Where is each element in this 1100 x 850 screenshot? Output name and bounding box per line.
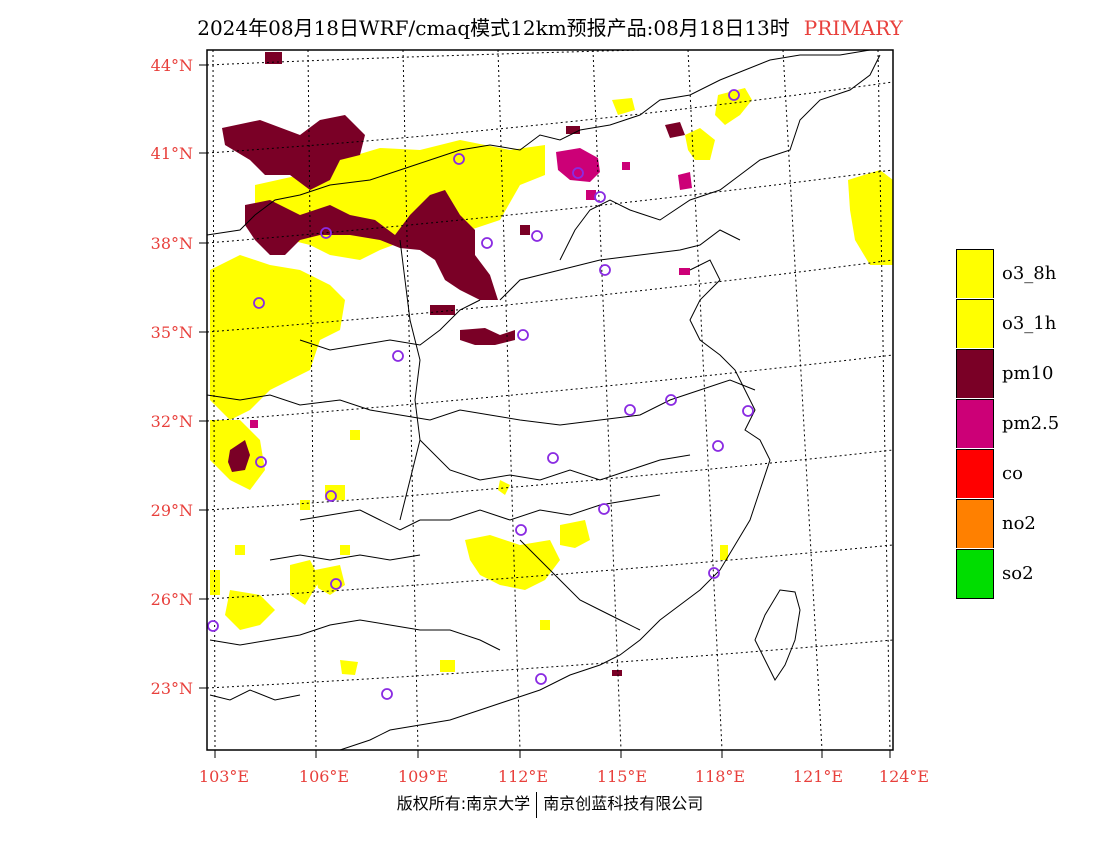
- map-title: 2024年08月18日WRF/cmaq模式12km预报产品:08月18日13时 P…: [0, 12, 1100, 41]
- city-marker: [325, 490, 337, 502]
- legend-item-so2: so2: [956, 549, 1096, 599]
- city-marker: [330, 578, 342, 590]
- legend-swatch: [956, 249, 994, 298]
- lat-label: 38°N: [151, 234, 193, 253]
- city-marker: [535, 673, 547, 685]
- legend-label: o3_8h: [1002, 263, 1057, 284]
- city-marker: [531, 230, 543, 242]
- city-marker: [547, 452, 559, 464]
- lon-label: 106°E: [299, 767, 349, 786]
- lat-label: 44°N: [151, 56, 193, 75]
- legend-swatch: [956, 449, 994, 498]
- city-marker: [207, 620, 219, 632]
- lat-label: 26°N: [151, 590, 193, 609]
- city-marker: [594, 191, 606, 203]
- city-marker: [255, 456, 267, 468]
- city-marker: [708, 567, 720, 579]
- city-marker: [515, 524, 527, 536]
- lat-label: 29°N: [151, 501, 193, 520]
- legend-item-co: co: [956, 449, 1096, 499]
- city-marker: [728, 89, 740, 101]
- title-text: 2024年08月18日WRF/cmaq模式12km预报产品:08月18日13时: [197, 16, 790, 40]
- legend-label: no2: [1002, 513, 1036, 534]
- pollutant-legend: o3_8h o3_1h pm10 pm2.5 co no2 so2: [956, 249, 1096, 599]
- legend-label: pm10: [1002, 363, 1054, 384]
- graticule: [207, 50, 893, 750]
- legend-label: so2: [1002, 563, 1034, 584]
- legend-item-pm25: pm2.5: [956, 399, 1096, 449]
- map-frame: [206, 49, 894, 751]
- city-marker: [453, 153, 465, 165]
- city-marker: [742, 405, 754, 417]
- city-marker: [392, 350, 404, 362]
- copyright-right: 南京创蓝科技有限公司: [543, 794, 704, 813]
- city-marker: [712, 440, 724, 452]
- legend-item-pm10: pm10: [956, 349, 1096, 399]
- city-markers: [207, 89, 754, 700]
- axis-ticks: [199, 64, 891, 758]
- pm25-areas: [250, 148, 692, 428]
- legend-swatch: [956, 349, 994, 398]
- city-marker: [572, 167, 584, 179]
- legend-swatch: [956, 299, 994, 348]
- city-marker: [517, 329, 529, 341]
- city-marker: [599, 264, 611, 276]
- lon-label: 121°E: [793, 767, 843, 786]
- city-marker: [481, 237, 493, 249]
- lat-label: 35°N: [151, 323, 193, 342]
- city-marker: [320, 227, 332, 239]
- copyright-left: 版权所有:南京大学: [396, 794, 531, 813]
- lon-label: 118°E: [695, 767, 745, 786]
- lon-label: 112°E: [498, 767, 548, 786]
- lat-label: 23°N: [151, 679, 193, 698]
- legend-item-o3-8h: o3_8h: [956, 249, 1096, 299]
- city-marker: [665, 394, 677, 406]
- lon-label: 109°E: [398, 767, 448, 786]
- lat-label: 41°N: [151, 144, 193, 163]
- legend-label: o3_1h: [1002, 313, 1057, 334]
- city-marker: [381, 688, 393, 700]
- pollutant-layer: [210, 52, 893, 676]
- lon-label: 103°E: [199, 767, 249, 786]
- lon-labels: 103°E 106°E 109°E 112°E 115°E 118°E 121°…: [199, 767, 929, 786]
- lat-labels: 44°N 41°N 38°N 35°N 32°N 29°N 26°N 23°N: [151, 56, 193, 698]
- legend-item-o3-1h: o3_1h: [956, 299, 1096, 349]
- lon-label: 124°E: [879, 767, 929, 786]
- city-marker: [253, 297, 265, 309]
- pm10-areas: [222, 52, 685, 676]
- legend-swatch: [956, 499, 994, 548]
- legend-label: pm2.5: [1002, 413, 1060, 434]
- city-marker: [598, 503, 610, 515]
- legend-swatch: [956, 549, 994, 599]
- legend-item-no2: no2: [956, 499, 1096, 549]
- legend-swatch: [956, 399, 994, 448]
- copyright-footer: 版权所有:南京大学 南京创蓝科技有限公司: [0, 790, 1100, 818]
- lon-label: 115°E: [597, 767, 647, 786]
- city-marker: [624, 404, 636, 416]
- legend-label: co: [1002, 463, 1023, 484]
- lat-label: 32°N: [151, 412, 193, 431]
- footer-divider: [536, 791, 538, 818]
- primary-tag: PRIMARY: [803, 16, 903, 40]
